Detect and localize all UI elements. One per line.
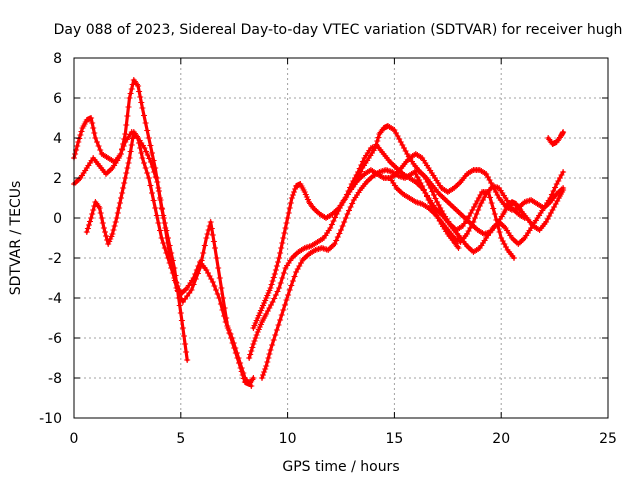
y-tick-label: -8 (48, 371, 62, 387)
y-tick-label: 8 (53, 51, 62, 67)
y-tick-label: 4 (53, 131, 62, 147)
series-track-6 (259, 167, 517, 381)
plus-markers (83, 129, 255, 389)
series-track-3 (83, 129, 255, 389)
x-tick-label: 10 (279, 431, 297, 447)
plus-markers (545, 129, 567, 147)
y-axis-label: SDTVAR / TECUs (8, 181, 24, 296)
series-track-7 (348, 151, 567, 213)
y-tick-label: -2 (48, 251, 62, 267)
y-tick-label: 2 (53, 171, 62, 187)
x-tick-label: 0 (70, 431, 79, 447)
x-tick-label: 5 (176, 431, 185, 447)
y-tick-label: -4 (48, 291, 62, 307)
axis-ticks: 0 5 10 15 20 25 -10 -8 -6 -4 -2 0 2 4 6 8 (39, 51, 617, 447)
series-track-2 (71, 129, 257, 387)
series-track-4 (250, 143, 567, 331)
plus-markers (71, 129, 257, 387)
y-tick-label: 6 (53, 91, 62, 107)
chart-title: Day 088 of 2023, Sidereal Day-to-day VTE… (54, 22, 623, 38)
x-tick-label: 15 (385, 431, 403, 447)
plus-markers (412, 171, 462, 251)
plot-frame (73, 57, 609, 419)
y-tick-label: 0 (53, 211, 62, 227)
series-track-10 (545, 129, 567, 147)
x-axis-label: GPS time / hours (282, 459, 399, 475)
x-tick-label: 25 (599, 431, 617, 447)
plus-markers (348, 151, 567, 213)
series-track-9 (412, 171, 462, 251)
y-tick-label: -10 (39, 411, 62, 427)
y-tick-label: -6 (48, 331, 62, 347)
grid (74, 58, 608, 418)
plus-markers (250, 143, 567, 331)
x-tick-label: 20 (492, 431, 510, 447)
data-series (71, 77, 567, 389)
plus-markers (259, 167, 517, 381)
